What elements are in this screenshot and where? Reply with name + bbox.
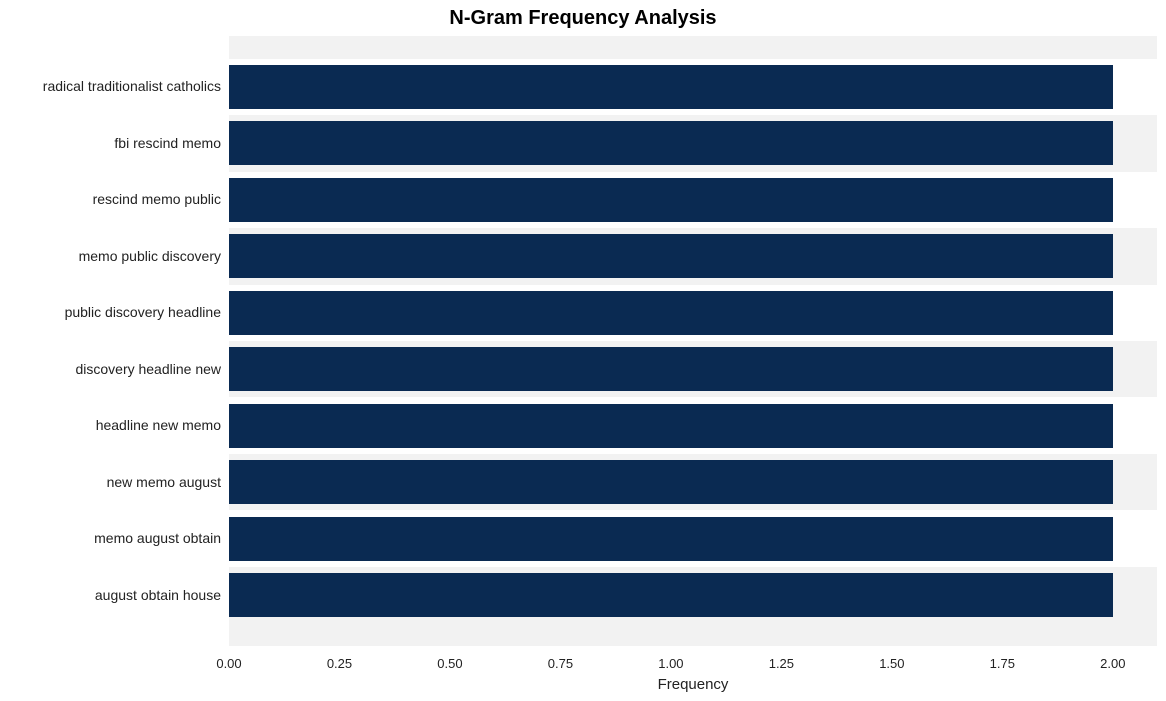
plot-band-bottom xyxy=(229,623,1157,646)
x-tick-label: 2.00 xyxy=(1100,656,1125,671)
bar xyxy=(229,573,1113,617)
y-tick-label: new memo august xyxy=(107,474,221,490)
bar xyxy=(229,178,1113,222)
x-tick-label: 0.00 xyxy=(216,656,241,671)
x-tick-label: 0.75 xyxy=(548,656,573,671)
y-tick-label: memo august obtain xyxy=(94,530,221,546)
y-tick-label: headline new memo xyxy=(96,417,221,433)
bar xyxy=(229,460,1113,504)
y-tick-label: august obtain house xyxy=(95,587,221,603)
y-tick-label: rescind memo public xyxy=(93,191,221,207)
plot-band-top xyxy=(229,36,1157,59)
y-tick-label: radical traditionalist catholics xyxy=(43,78,221,94)
plot-area xyxy=(229,36,1157,646)
chart-title: N-Gram Frequency Analysis xyxy=(0,7,1166,30)
x-axis-title: Frequency xyxy=(658,676,729,693)
bar xyxy=(229,65,1113,109)
x-tick-label: 0.50 xyxy=(437,656,462,671)
y-tick-label: memo public discovery xyxy=(79,248,221,264)
bar xyxy=(229,234,1113,278)
y-tick-label: discovery headline new xyxy=(75,361,221,377)
x-tick-label: 1.75 xyxy=(990,656,1015,671)
x-tick-label: 1.00 xyxy=(658,656,683,671)
ngram-frequency-chart: N-Gram Frequency Analysis radical tradit… xyxy=(0,0,1166,701)
y-tick-label: fbi rescind memo xyxy=(114,135,221,151)
y-tick-label: public discovery headline xyxy=(65,304,221,320)
x-tick-label: 1.50 xyxy=(879,656,904,671)
x-tick-label: 0.25 xyxy=(327,656,352,671)
bar xyxy=(229,291,1113,335)
x-tick-label: 1.25 xyxy=(769,656,794,671)
bar xyxy=(229,121,1113,165)
bar xyxy=(229,517,1113,561)
bar xyxy=(229,347,1113,391)
bar xyxy=(229,404,1113,448)
